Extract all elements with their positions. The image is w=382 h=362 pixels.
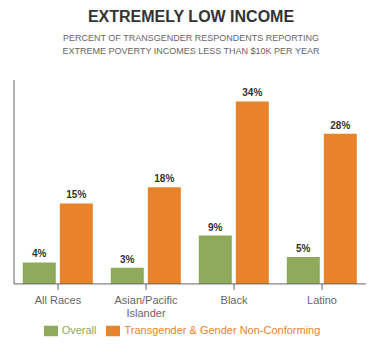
svg-text:Latino: Latino bbox=[307, 294, 337, 306]
svg-text:3%: 3% bbox=[120, 254, 135, 265]
html-text:PERCENT OF TRANSGENDER RESPOND: PERCENT OF TRANSGENDER RESPONDENTS REPOR… bbox=[63, 33, 319, 43]
html-text:EXTREME POVERTY INCOMES LESS T: EXTREME POVERTY INCOMES LESS THAN $10K P… bbox=[62, 46, 320, 56]
svg-text:5%: 5% bbox=[296, 243, 311, 254]
svg-text:4%: 4% bbox=[32, 248, 47, 259]
svg-text:Black: Black bbox=[221, 294, 248, 306]
html-text:EXTREMELY LOW INCOME: EXTREMELY LOW INCOME bbox=[87, 8, 295, 25]
svg-text:9%: 9% bbox=[208, 222, 223, 233]
html-text:Overall: Overall bbox=[61, 323, 97, 336]
svg-text:28%: 28% bbox=[330, 120, 350, 131]
svg-text:18%: 18% bbox=[154, 173, 174, 184]
svg-text:34%: 34% bbox=[242, 87, 262, 98]
html-text:Transgender & Gender Non-Confo: Transgender & Gender Non-Conforming bbox=[124, 323, 321, 336]
svg-text:Asian/PacificIslander: Asian/PacificIslander bbox=[115, 294, 178, 319]
svg-text:All Races: All Races bbox=[35, 294, 82, 306]
svg-text:15%: 15% bbox=[66, 189, 86, 200]
